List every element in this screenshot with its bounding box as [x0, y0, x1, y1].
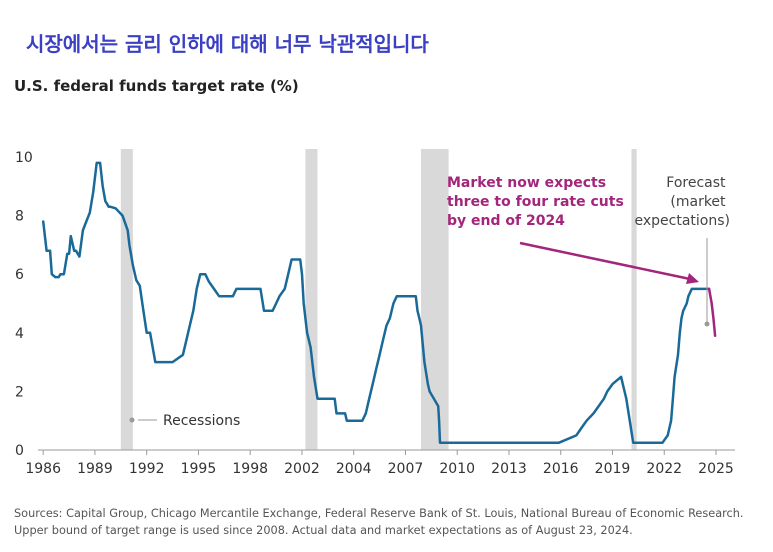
- x-tick-label-2016: 2016: [543, 461, 579, 477]
- forecast-annotation-line-1: Forecast: [666, 175, 726, 191]
- x-tick-label-2002: 2002: [284, 461, 320, 477]
- x-tick-label-1995: 1995: [181, 461, 217, 477]
- market-annotation-line-1: Market now expects: [447, 175, 606, 191]
- x-tick-label-2004: 2004: [336, 461, 372, 477]
- legend-label: Recessions: [163, 413, 240, 429]
- x-tick-label-2007: 2007: [388, 461, 424, 477]
- forecast-annotation-line-3: expectations): [635, 213, 731, 229]
- x-tick-label-2025: 2025: [698, 461, 734, 477]
- x-tick-label-1989: 1989: [77, 461, 113, 477]
- x-tick-label-1998: 1998: [232, 461, 268, 477]
- y-tick-label-8: 8: [15, 209, 24, 225]
- legend-marker: [129, 417, 135, 423]
- chart-title: U.S. federal funds target rate (%): [14, 77, 299, 95]
- series: [41, 161, 717, 444]
- x-tick-label-2019: 2019: [595, 461, 631, 477]
- y-tick-label-10: 10: [15, 150, 33, 166]
- forecast-line: [707, 287, 717, 337]
- source-note: Sources: Capital Group, Chicago Mercanti…: [14, 507, 744, 537]
- y-axis: 0 2 4 6 8 10: [15, 150, 33, 459]
- x-tick-label-1986: 1986: [25, 461, 61, 477]
- market-annotation-line-2: three to four rate cuts: [447, 194, 624, 210]
- recession-band-1: [305, 149, 318, 450]
- market-annotation-line-3: by end of 2024: [447, 213, 565, 229]
- market-annotation: Market now expects three to four rate cu…: [447, 175, 629, 229]
- recession-band-0: [120, 149, 133, 450]
- x-axis: 1986 1989 1992 1995 1998 2002 2004 2007 2010 2013…: [25, 450, 734, 477]
- forecast-annotation-line-2: (market: [670, 194, 726, 210]
- rate-chart: 0 2 4 6 8 10 1986 1989 1992 1995 1998 2002 2004 2007…: [15, 149, 735, 477]
- x-tick-label-2022: 2022: [646, 461, 682, 477]
- y-tick-label-0: 0: [15, 443, 24, 459]
- market-annotation-arrow: [519, 241, 691, 281]
- recession-band-2: [420, 149, 449, 450]
- y-tick-label-4: 4: [15, 326, 24, 342]
- y-tick-label-2: 2: [15, 384, 24, 400]
- x-tick-label-1992: 1992: [129, 461, 165, 477]
- forecast-annotation: Forecast (market expectations): [635, 175, 731, 229]
- recession-band-3: [631, 149, 637, 450]
- forecast-end-marker: [704, 321, 710, 327]
- recession-legend: Recessions: [129, 413, 240, 429]
- market-annotation-arrowhead: [686, 273, 699, 284]
- x-tick-label-2010: 2010: [439, 461, 475, 477]
- y-tick-label-6: 6: [15, 267, 24, 283]
- annotations: Market now expects three to four rate cu…: [447, 175, 730, 327]
- fed-funds-rate-line: [41, 161, 711, 444]
- headline: 시장에서는 금리 인하에 대해 너무 낙관적입니다: [26, 32, 429, 56]
- x-tick-label-2013: 2013: [491, 461, 527, 477]
